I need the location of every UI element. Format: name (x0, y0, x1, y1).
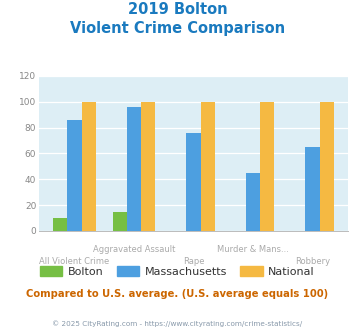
Text: Compared to U.S. average. (U.S. average equals 100): Compared to U.S. average. (U.S. average … (26, 289, 329, 299)
Text: Murder & Mans...: Murder & Mans... (217, 245, 289, 254)
Bar (113, 212, 127, 231)
Bar (127, 107, 141, 231)
Bar (201, 102, 215, 231)
Text: All Violent Crime: All Violent Crime (39, 257, 110, 266)
Bar (246, 173, 260, 231)
Text: Violent Crime Comparison: Violent Crime Comparison (70, 21, 285, 36)
Bar (305, 147, 320, 231)
Bar (82, 102, 96, 231)
Text: Robbery: Robbery (295, 257, 330, 266)
Text: Rape: Rape (183, 257, 204, 266)
Text: 2019 Bolton: 2019 Bolton (128, 2, 227, 16)
Bar (67, 120, 82, 231)
Bar (260, 102, 274, 231)
Legend: Bolton, Massachusetts, National: Bolton, Massachusetts, National (36, 261, 319, 281)
Bar (53, 218, 67, 231)
Text: © 2025 CityRating.com - https://www.cityrating.com/crime-statistics/: © 2025 CityRating.com - https://www.city… (53, 321, 302, 327)
Bar (141, 102, 155, 231)
Bar (186, 133, 201, 231)
Text: Aggravated Assault: Aggravated Assault (93, 245, 175, 254)
Bar (320, 102, 334, 231)
